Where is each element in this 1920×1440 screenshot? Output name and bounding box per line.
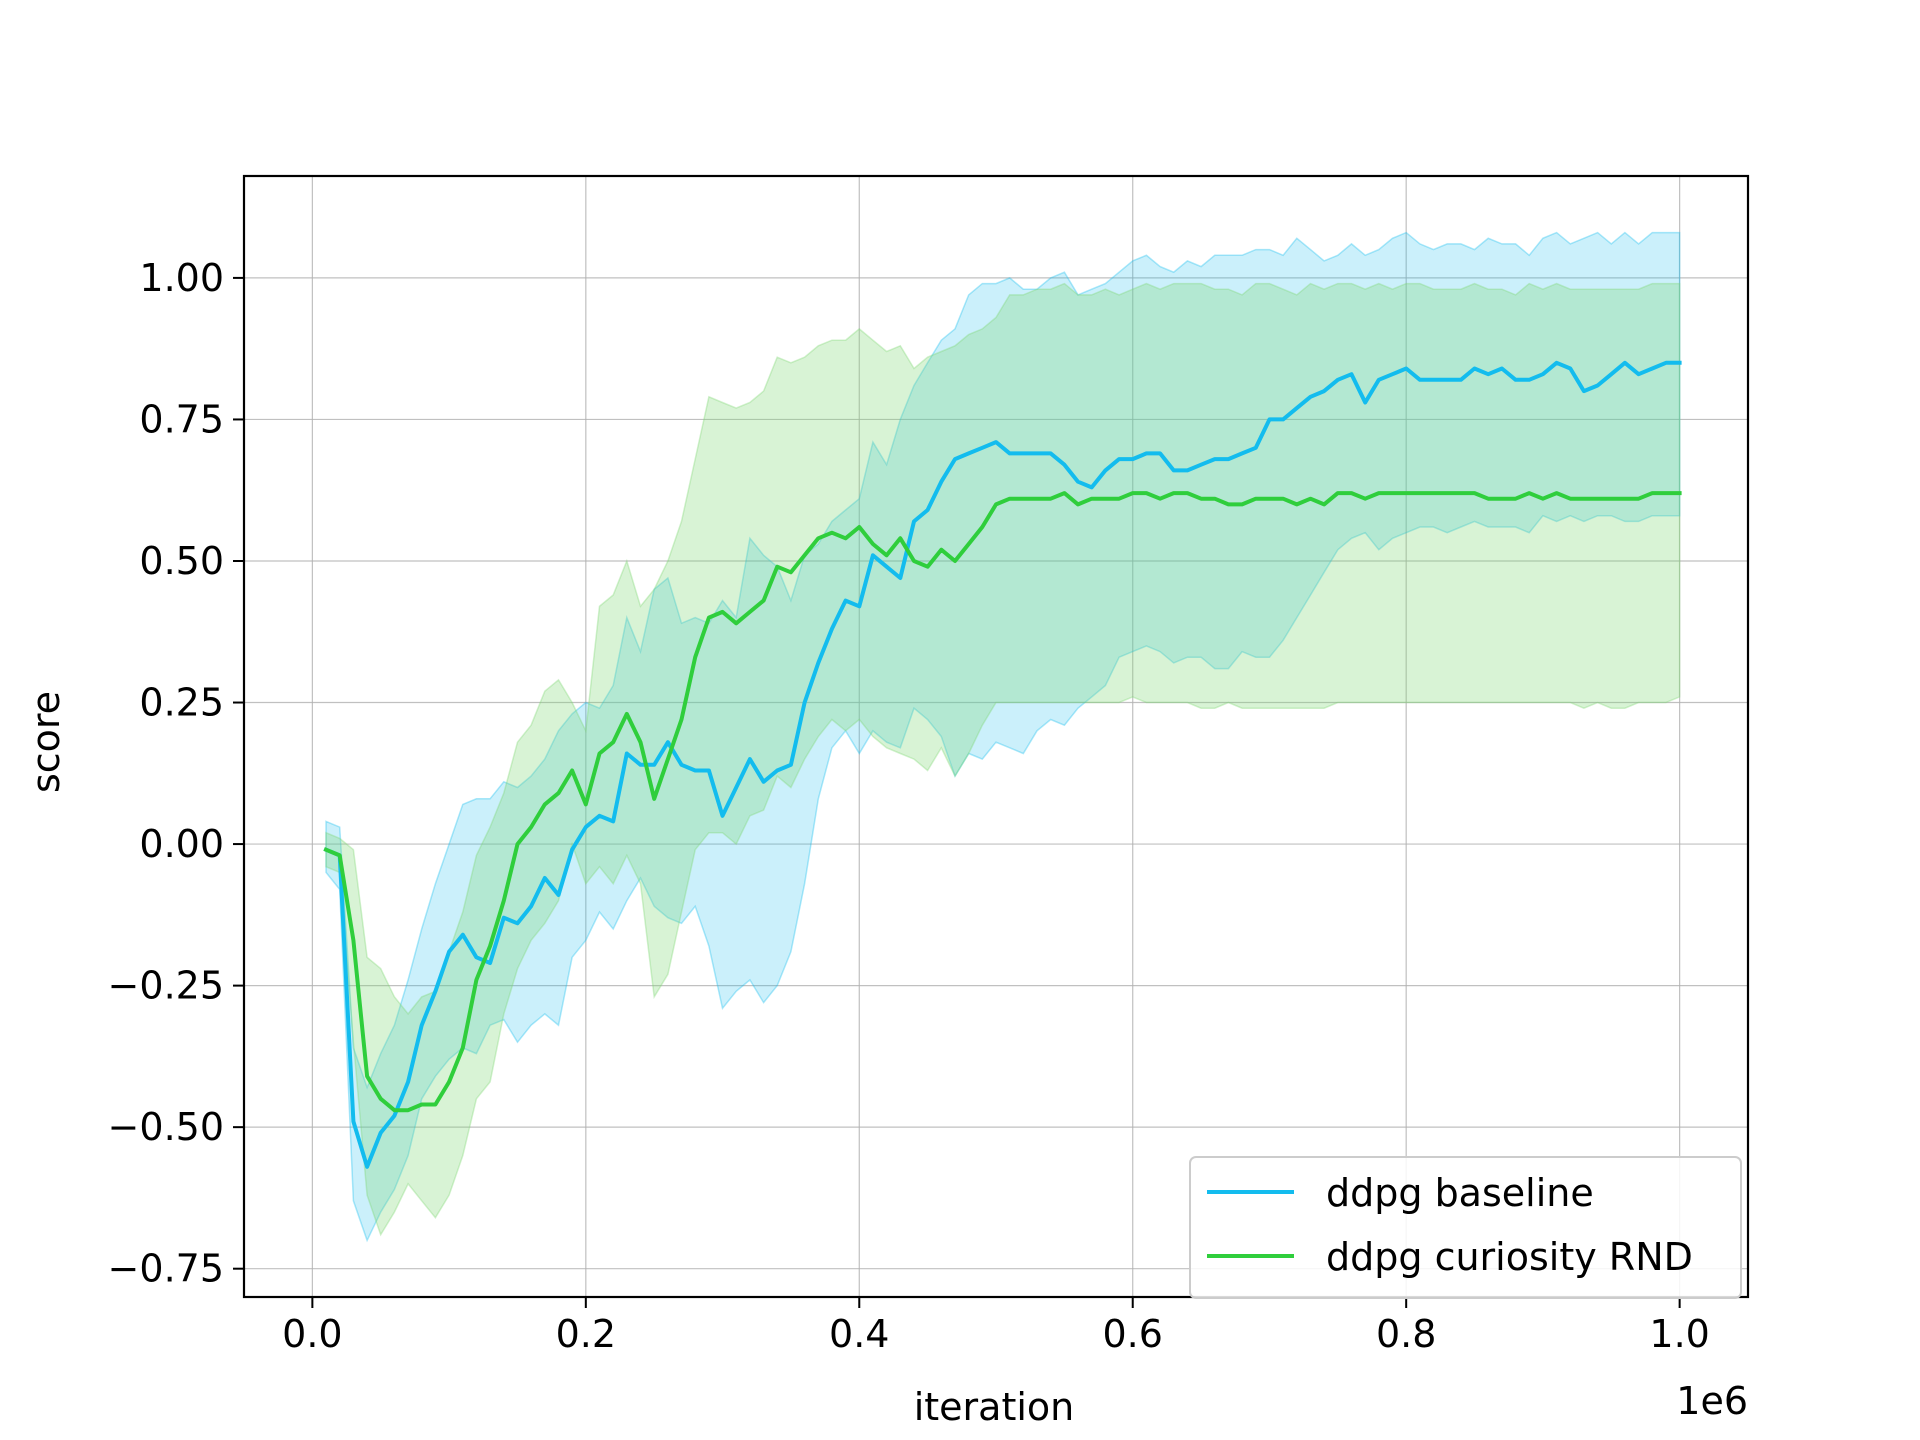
legend-label: ddpg baseline [1326,1171,1594,1215]
axis-ticks: 0.0 0.2 0.4 0.6 0.8 1.0 −0.75 −0.50 −0.25 0.00 0.2… [108,256,1710,1356]
y-tick-label: 0.50 [139,539,224,583]
x-tick-label: 0.6 [1103,1312,1163,1356]
legend: ddpg baseline ddpg curiosity RND [1189,1156,1742,1299]
y-tick-label: 0.00 [139,822,224,866]
x-tick-label: 1.0 [1649,1312,1709,1356]
y-tick-label: −0.50 [108,1105,224,1149]
confidence-band-series-2 [325,282,1681,1237]
y-tick-label: 0.25 [139,681,224,725]
y-tick-label: 1.00 [139,256,224,300]
confidence-band-series-1 [325,231,1681,1243]
confidence-bands [325,231,1681,1243]
y-tick-label: −0.25 [108,964,224,1008]
x-axis-offset-label: 1e6 [1676,1379,1748,1423]
x-tick-label: 0.0 [282,1312,342,1356]
x-axis-title: iteration [914,1385,1075,1429]
x-tick-label: 0.4 [829,1312,889,1356]
legend-label: ddpg curiosity RND [1326,1235,1693,1279]
series-lines [323,360,1682,1169]
x-tick-label: 0.2 [556,1312,616,1356]
y-tick-label: 0.75 [139,397,224,441]
plot-area-frame [242,174,1750,1299]
series-line-1 [323,360,1682,1169]
x-tick-label: 0.8 [1376,1312,1436,1356]
legend-box [1189,1156,1742,1299]
series-line-2 [323,491,1682,1113]
y-tick-label: −0.75 [108,1247,224,1291]
y-axis-title: score [24,691,68,793]
grid-lines [244,176,1748,1297]
